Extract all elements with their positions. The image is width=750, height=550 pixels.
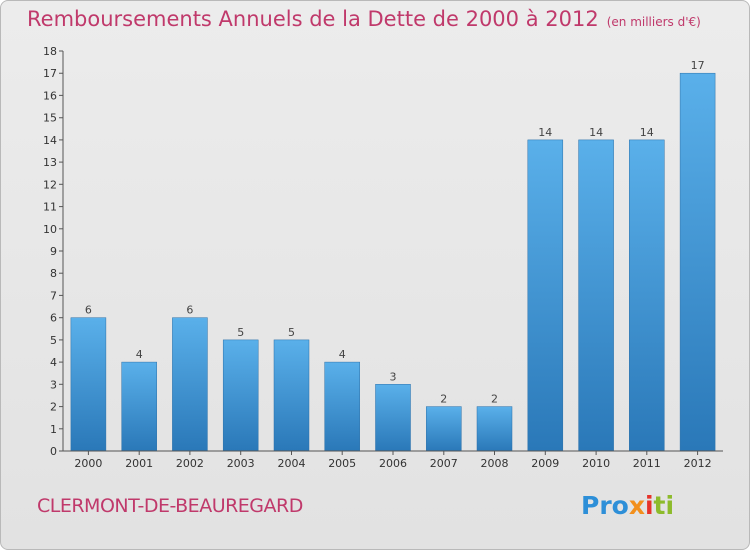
x-tick-label-2002: 2002 (176, 457, 204, 470)
data-label-2008: 2 (491, 393, 498, 406)
bar-2007 (426, 406, 462, 452)
x-tick-label-2001: 2001 (125, 457, 153, 470)
bars-group: 6 4 6 5 5 4 3 2 2 14 14 14 17 (70, 59, 716, 452)
bar-2008 (476, 406, 513, 452)
y-tick-label-16: 16 (43, 89, 57, 102)
data-label-2007: 2 (440, 393, 447, 406)
data-label-2000: 6 (85, 304, 92, 317)
x-tick-label-2009: 2009 (531, 457, 559, 470)
y-tick-label-15: 15 (43, 112, 57, 125)
data-label-2004: 5 (288, 326, 295, 339)
y-tick-label-4: 4 (50, 356, 57, 369)
data-label-2006: 3 (390, 370, 397, 383)
x-tick-label-2010: 2010 (582, 457, 610, 470)
x-tick-label-2006: 2006 (379, 457, 407, 470)
y-tick-label-12: 12 (43, 178, 57, 191)
data-label-2009: 14 (538, 126, 552, 139)
x-tick-label-2007: 2007 (430, 457, 458, 470)
data-label-2005: 4 (339, 348, 346, 361)
y-tick-label-3: 3 (50, 378, 57, 391)
y-tick-label-9: 9 (50, 245, 57, 258)
bar-2011 (629, 139, 665, 452)
data-label-2001: 4 (136, 348, 143, 361)
data-label-2012: 17 (691, 59, 705, 72)
bar-2005 (324, 361, 360, 452)
y-tick-label-17: 17 (43, 67, 57, 80)
data-label-2011: 14 (640, 126, 654, 139)
y-tick-label-14: 14 (43, 134, 57, 147)
y-tick-label-5: 5 (50, 334, 57, 347)
proxiti-logo: Proxiti (581, 491, 675, 520)
bar-2009 (527, 139, 564, 452)
axes-group: 2000 2001 2002 2003 2004 2005 2006 2007 2008 2009… (43, 45, 723, 470)
x-tick-label-2000: 2000 (74, 457, 102, 470)
y-tick-label-7: 7 (50, 289, 57, 302)
bar-2000 (70, 317, 107, 452)
y-tick-label-0: 0 (50, 445, 57, 458)
data-label-2010: 14 (589, 126, 603, 139)
bar-2002 (172, 317, 208, 452)
y-tick-label-2: 2 (50, 401, 57, 414)
data-label-2003: 5 (237, 326, 244, 339)
x-tick-label-2011: 2011 (633, 457, 661, 470)
y-tick-label-18: 18 (43, 45, 57, 58)
bar-2001 (121, 361, 157, 452)
data-label-2002: 6 (186, 304, 193, 317)
commune-name: CLERMONT-DE-BEAUREGARD (37, 495, 303, 517)
unit-note: (en milliers d'€) (606, 15, 701, 29)
bar-2010 (578, 139, 614, 452)
chart-title: Remboursements Annuels de la Dette de 20… (27, 7, 701, 31)
bar-2012 (679, 72, 716, 452)
x-tick-label-2008: 2008 (481, 457, 509, 470)
y-tick-label-1: 1 (50, 423, 57, 436)
x-tick-label-2012: 2012 (684, 457, 712, 470)
y-tick-label-11: 11 (43, 201, 57, 214)
chart-title-text: Remboursements Annuels de la Dette de 20… (27, 7, 599, 31)
y-tick-label-8: 8 (50, 267, 57, 280)
x-tick-label-2003: 2003 (227, 457, 255, 470)
bar-2004 (273, 339, 310, 452)
y-tick-label-6: 6 (50, 312, 57, 325)
bar-2003 (222, 339, 259, 452)
x-tick-label-2005: 2005 (328, 457, 356, 470)
y-tick-label-13: 13 (43, 156, 57, 169)
bar-2006 (375, 384, 411, 452)
y-tick-label-10: 10 (43, 223, 57, 236)
x-tick-label-2004: 2004 (278, 457, 306, 470)
